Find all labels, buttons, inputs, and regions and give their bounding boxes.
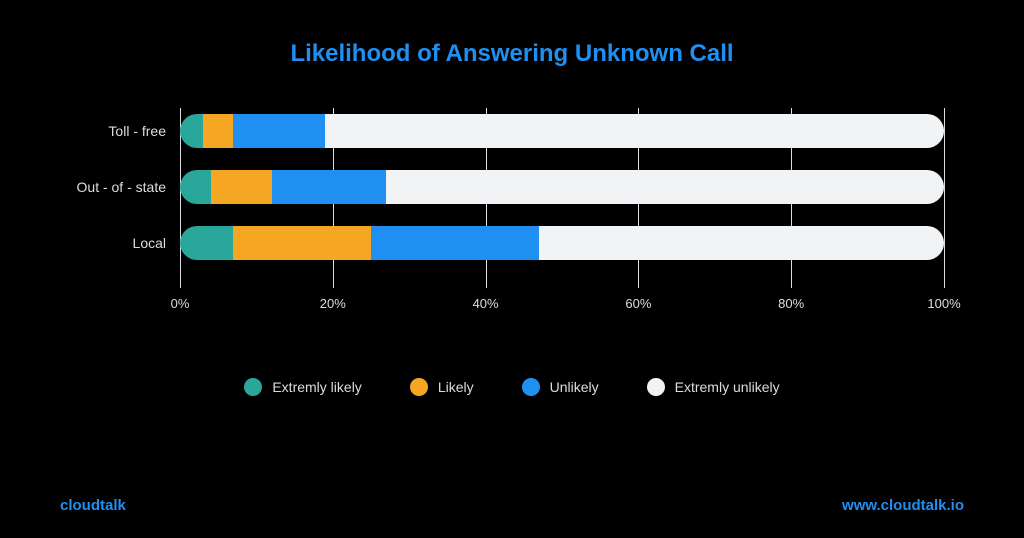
legend-swatch [647, 378, 665, 396]
bar-segment [211, 170, 272, 204]
chart-title: Likelihood of Answering Unknown Call [60, 40, 964, 68]
x-tick-label: 20% [320, 296, 346, 311]
legend-label: Extremly unlikely [675, 379, 780, 395]
bar-segment [180, 114, 203, 148]
legend-label: Unlikely [550, 379, 599, 395]
bar-segment [325, 114, 944, 148]
legend-label: Likely [438, 379, 474, 395]
bar-row [180, 226, 944, 260]
x-tick-label: 80% [778, 296, 804, 311]
legend-item: Unlikely [522, 378, 599, 396]
bar-segment [371, 226, 539, 260]
footer: cloudtalk www.cloudtalk.io [60, 497, 964, 514]
gridline [944, 108, 945, 288]
bar-segment [180, 170, 211, 204]
y-category-label: Out - of - state [77, 179, 180, 195]
bar-segment [386, 170, 944, 204]
y-category-label: Local [133, 235, 180, 251]
bar-segment [539, 226, 944, 260]
legend-item: Extremly likely [244, 378, 361, 396]
x-tick-label: 60% [625, 296, 651, 311]
y-category-label: Toll - free [108, 123, 180, 139]
bar-segment [180, 226, 233, 260]
bar-segment [233, 226, 371, 260]
legend-item: Extremly unlikely [647, 378, 780, 396]
bar-segment [233, 114, 325, 148]
x-tick-label: 100% [927, 296, 960, 311]
legend-swatch [244, 378, 262, 396]
x-tick-label: 40% [473, 296, 499, 311]
bar-row [180, 114, 944, 148]
chart-frame: Likelihood of Answering Unknown Call 0%2… [0, 0, 1024, 538]
legend-swatch [522, 378, 540, 396]
legend-item: Likely [410, 378, 474, 396]
plot-region: 0%20%40%60%80%100%Toll - freeOut - of - … [180, 108, 944, 288]
bar-row [180, 170, 944, 204]
brand-label: cloudtalk [60, 497, 126, 514]
legend: Extremly likely Likely Unlikely Extremly un… [60, 378, 964, 396]
x-tick-label: 0% [171, 296, 190, 311]
legend-label: Extremly likely [272, 379, 361, 395]
bar-segment [272, 170, 387, 204]
chart-area: 0%20%40%60%80%100%Toll - freeOut - of - … [180, 108, 944, 318]
legend-swatch [410, 378, 428, 396]
bar-segment [203, 114, 234, 148]
brand-url: www.cloudtalk.io [842, 497, 964, 514]
